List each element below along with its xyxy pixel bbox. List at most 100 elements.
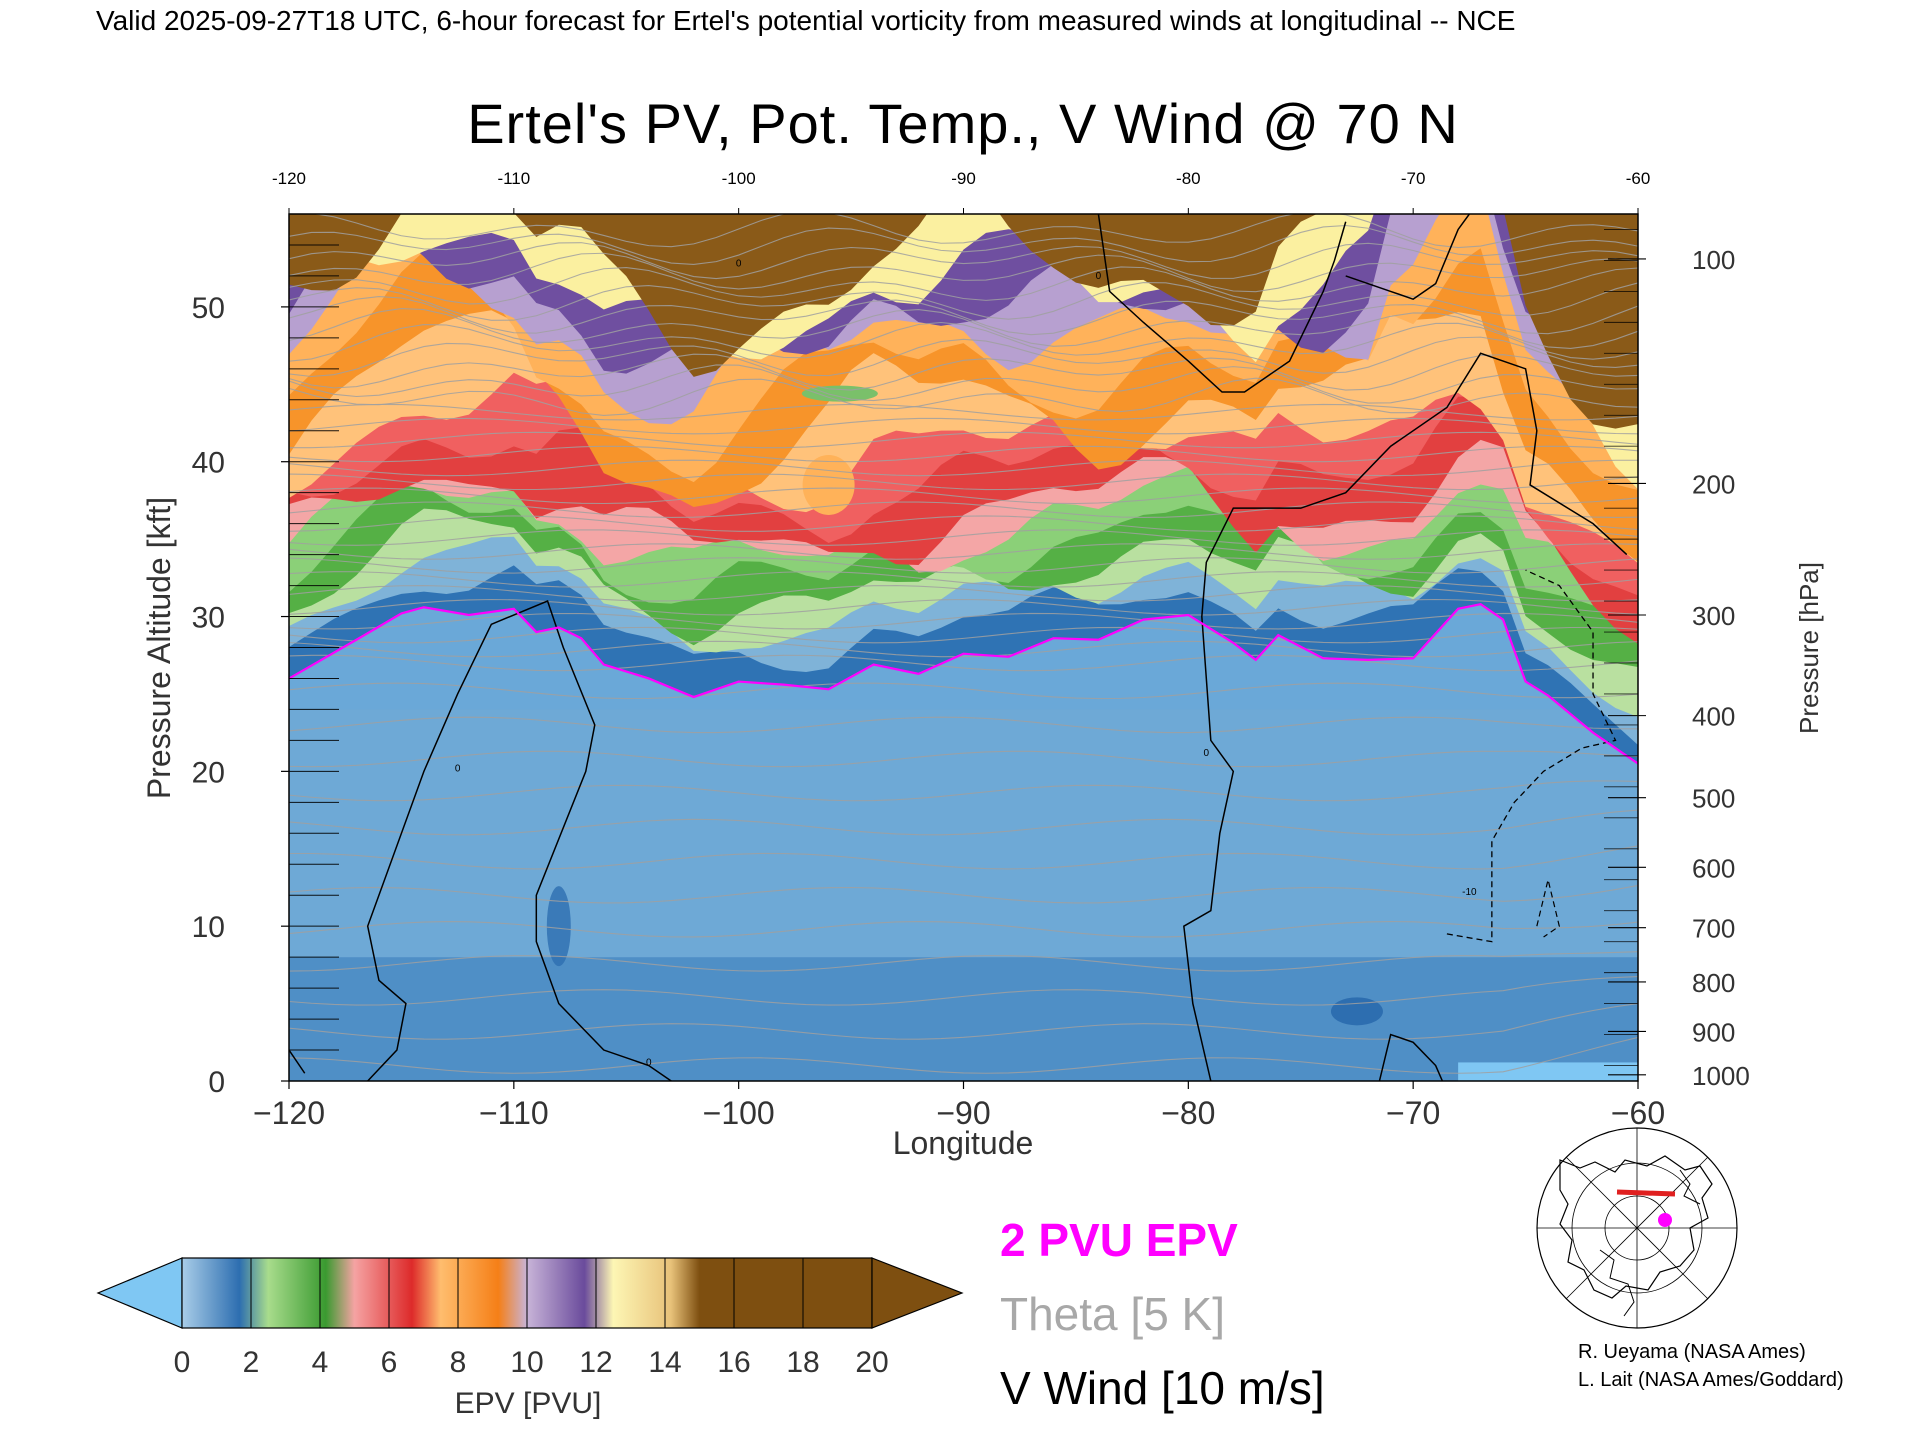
map-graticule bbox=[1537, 1128, 1737, 1328]
vwind-line-2 bbox=[1097, 214, 1347, 393]
colorbar-tick-label: 14 bbox=[648, 1346, 681, 1379]
colorbar-tick-label: 12 bbox=[579, 1346, 612, 1379]
pressure-tick-label: 500 bbox=[1692, 784, 1735, 814]
vwind-line-negative-2 bbox=[1536, 879, 1560, 938]
vwind-line-3 bbox=[1345, 214, 1470, 300]
vwind-line-negative bbox=[1446, 569, 1617, 943]
epv-blob-green bbox=[801, 385, 878, 402]
theta-line-9 bbox=[289, 750, 1638, 768]
theta-line-42 bbox=[289, 224, 1638, 266]
theta-line-38 bbox=[289, 282, 1638, 321]
y-axis-left: 0 10 20 30 40 50 bbox=[192, 213, 339, 1099]
pressure-tick-label: 300 bbox=[1692, 601, 1735, 631]
pressure-tick-label: 100 bbox=[1692, 245, 1735, 275]
theta-line-21 bbox=[289, 529, 1638, 546]
pressure-tick-label: 900 bbox=[1692, 1017, 1735, 1047]
theta-line-22 bbox=[289, 515, 1638, 532]
theta-line-24 bbox=[289, 487, 1638, 505]
x-tick-label: −120 bbox=[253, 1095, 325, 1131]
x-axis-label: Longitude bbox=[893, 1125, 1034, 1161]
vwind-contours: 0 0 0 0 0 -10 bbox=[289, 214, 1628, 1081]
theta-line-43 bbox=[289, 214, 1638, 249]
epv-blob-blue bbox=[1330, 997, 1383, 1026]
theta-line-31 bbox=[289, 377, 1638, 416]
plot-area: 0 0 0 0 0 -10 bbox=[289, 214, 1638, 1081]
epv-band-mid bbox=[289, 709, 1638, 958]
theta-contours bbox=[289, 214, 1638, 1074]
theta-line-16 bbox=[289, 598, 1638, 616]
x-tick-label: −60 bbox=[1611, 1095, 1665, 1131]
theta-line-20 bbox=[289, 543, 1638, 560]
theta-line-12 bbox=[289, 654, 1638, 672]
theta-line-17 bbox=[289, 585, 1638, 602]
theta-line-37 bbox=[289, 296, 1638, 336]
colorbar-tick-label: 20 bbox=[855, 1346, 888, 1379]
legend-pv: 2 PVU EPV bbox=[1000, 1214, 1238, 1266]
vwind-line-label: 0 bbox=[1204, 748, 1210, 759]
theta-line-28 bbox=[289, 431, 1638, 449]
vwind-line-label: 0 bbox=[455, 763, 461, 774]
pressure-tick-label: 200 bbox=[1692, 469, 1735, 499]
theta-line-3 bbox=[289, 951, 1638, 972]
x-axis-bottom: −120 −110 −100 −90 −80 −70 −60 bbox=[253, 1081, 1665, 1131]
theta-line-26 bbox=[289, 459, 1638, 477]
colorbar-tick-label: 18 bbox=[786, 1346, 819, 1379]
theta-line-5 bbox=[289, 884, 1638, 904]
pressure-tick-label: 400 bbox=[1692, 702, 1735, 732]
theta-line-18 bbox=[289, 571, 1638, 588]
vwind-line-label: 0 bbox=[646, 1058, 652, 1069]
y-tick-label: 50 bbox=[192, 292, 225, 325]
y-tick-label: 30 bbox=[192, 602, 225, 635]
top-tick-label: -80 bbox=[1176, 169, 1201, 188]
map-coastline-2 bbox=[1599, 1169, 1701, 1317]
colorbar-tick-label: 0 bbox=[174, 1346, 191, 1379]
pressure-tick-label: 700 bbox=[1692, 914, 1735, 944]
y-axis-right-label: Pressure [hPa] bbox=[1794, 562, 1824, 734]
pressure-tick-label: 800 bbox=[1692, 968, 1735, 998]
vwind-line-5 bbox=[289, 1049, 306, 1074]
pressure-tick-label: 600 bbox=[1692, 853, 1735, 883]
pv-2pvu-line bbox=[289, 602, 1638, 765]
theta-line-6 bbox=[289, 845, 1638, 870]
theta-line-40 bbox=[289, 252, 1638, 293]
colorbar-tick-label: 6 bbox=[381, 1346, 398, 1379]
vwind-line-0 bbox=[366, 600, 672, 1081]
top-tick-label: -60 bbox=[1626, 169, 1651, 188]
epv-under-patch bbox=[1458, 1062, 1638, 1081]
epv-band-13 bbox=[289, 214, 1638, 490]
theta-line-25 bbox=[289, 473, 1638, 491]
top-tick-label: -120 bbox=[272, 169, 306, 188]
theta-line-7 bbox=[289, 809, 1638, 836]
theta-line-39 bbox=[289, 266, 1638, 305]
y-tick-label: 10 bbox=[192, 911, 225, 944]
pressure-tick-label: 1000 bbox=[1692, 1061, 1750, 1091]
map-coastline bbox=[1559, 1155, 1713, 1299]
legend: 2 PVU EPV Theta [5 K] V Wind [10 m/s] bbox=[1000, 1214, 1325, 1414]
colorbar-ticks: 0 2 4 6 8 10 12 14 16 18 20 bbox=[174, 1258, 889, 1379]
colorbar-label: EPV [PVU] bbox=[455, 1387, 602, 1420]
theta-line-19 bbox=[289, 557, 1638, 574]
theta-line-0 bbox=[289, 1036, 1638, 1074]
theta-line-30 bbox=[289, 403, 1638, 421]
y-axis-right: 100 200 300 400 500 600 700 800 900 1000 bbox=[1604, 229, 1750, 1091]
credit-line-2: L. Lait (NASA Ames/Goddard) bbox=[1578, 1369, 1844, 1391]
map-section-path bbox=[1616, 1189, 1676, 1197]
colorbar-tick-label: 10 bbox=[510, 1346, 543, 1379]
y-tick-label: 20 bbox=[192, 756, 225, 789]
legend-theta: Theta [5 K] bbox=[1000, 1288, 1225, 1340]
top-tick-label: -90 bbox=[951, 169, 976, 188]
x-tick-label: −90 bbox=[936, 1095, 990, 1131]
x-tick-label: −70 bbox=[1386, 1095, 1440, 1131]
theta-line-4 bbox=[289, 920, 1638, 938]
theta-line-35 bbox=[289, 321, 1638, 362]
vwind-line-1 bbox=[1183, 352, 1628, 1081]
colorbar-under-arrow bbox=[96, 1257, 183, 1329]
theta-line-29 bbox=[289, 417, 1638, 435]
y-axis-left-label: Pressure Altitude [kft] bbox=[141, 497, 177, 799]
theta-line-34 bbox=[289, 336, 1638, 378]
vwind-line-label: -10 bbox=[1462, 887, 1477, 898]
colorbar-tick-label: 16 bbox=[717, 1346, 750, 1379]
theta-line-8 bbox=[289, 780, 1638, 802]
theta-line-33 bbox=[289, 353, 1638, 391]
